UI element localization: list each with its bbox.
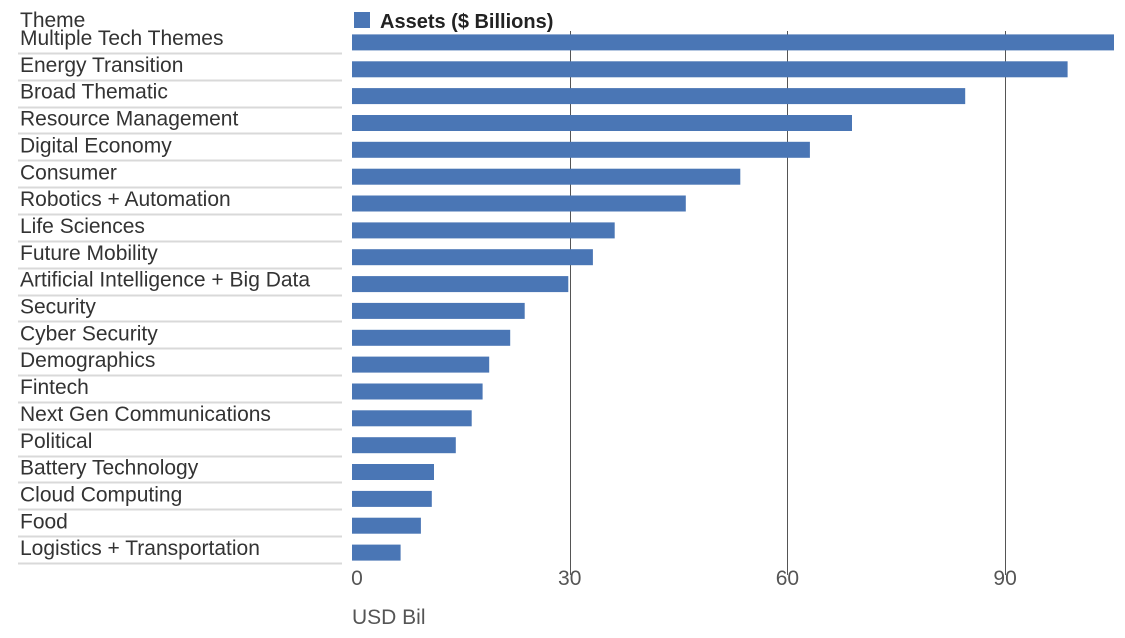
bar-next-gen-communications	[352, 410, 472, 427]
bar-battery-technology	[352, 464, 434, 480]
category-label: Demographics	[20, 349, 155, 372]
gridlines	[570, 31, 1006, 575]
bar-demographics	[352, 356, 490, 373]
row-separators	[18, 52, 342, 565]
legend-swatch	[354, 12, 370, 28]
category-label: Battery Technology	[20, 457, 199, 480]
category-label: Cyber Security	[20, 322, 158, 345]
bar-security	[352, 302, 525, 319]
category-label: Next Gen Communications	[20, 403, 271, 426]
bar-cyber-security	[352, 329, 511, 346]
bar-food	[352, 517, 421, 534]
category-label: Logistics + Transportation	[20, 537, 260, 560]
x-tick-label: 60	[776, 567, 799, 590]
category-label: Life Sciences	[20, 215, 145, 238]
category-label: Consumer	[20, 161, 117, 184]
bar-life-sciences	[352, 222, 615, 239]
bar-energy-transition	[352, 61, 1068, 78]
x-axis-title: USD Bil	[352, 606, 426, 629]
legend: Assets ($ Billions)	[354, 11, 553, 33]
category-labels: Multiple Tech Themes Energy Transition Bro…	[20, 27, 310, 560]
legend-label: Assets ($ Billions)	[380, 11, 553, 33]
x-tick-label: 0	[351, 567, 363, 590]
bar-digital-economy	[352, 141, 810, 158]
bar-consumer	[352, 168, 741, 185]
bar-resource-management	[352, 115, 852, 131]
category-label: Cloud Computing	[20, 484, 182, 507]
bar-broad-thematic	[352, 88, 966, 105]
category-label: Fintech	[20, 376, 89, 399]
bar-fintech	[352, 383, 483, 400]
bar-robotics-automation	[352, 195, 686, 212]
x-tick-labels: 0 30 60 90	[351, 567, 1017, 590]
bar-multiple-tech-themes	[352, 34, 1114, 51]
bar-cloud-computing	[352, 490, 432, 507]
bar-logistics-transportation	[352, 544, 401, 561]
category-label: Broad Thematic	[20, 81, 168, 104]
category-label: Security	[20, 296, 96, 319]
category-label: Food	[20, 510, 68, 533]
x-tick-label: 90	[993, 567, 1016, 590]
bar-artificial-intelligence-big-data	[352, 276, 569, 293]
category-header: Theme	[20, 9, 85, 32]
category-label: Future Mobility	[20, 242, 158, 265]
category-label: Energy Transition	[20, 54, 183, 77]
category-label: Digital Economy	[20, 134, 172, 157]
x-tick-label: 30	[558, 567, 581, 590]
category-label: Robotics + Automation	[20, 188, 231, 211]
category-label: Resource Management	[20, 108, 238, 131]
category-label: Political	[20, 430, 92, 453]
category-label: Artificial Intelligence + Big Data	[20, 269, 310, 292]
category-label: Multiple Tech Themes	[20, 27, 224, 50]
bar-political	[352, 437, 456, 454]
bars	[352, 34, 1114, 561]
bar-future-mobility	[352, 249, 593, 266]
